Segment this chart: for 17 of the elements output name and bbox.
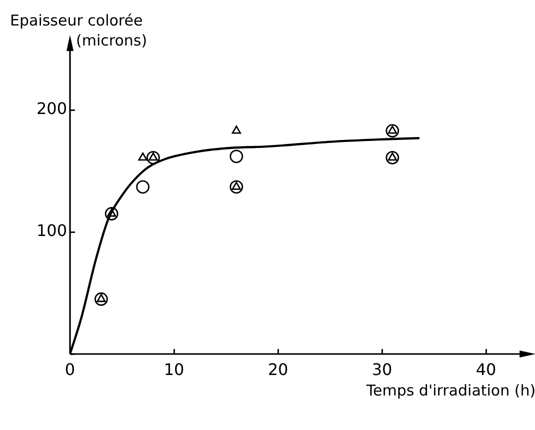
point <box>138 152 148 161</box>
point <box>230 150 244 164</box>
x-axis-title: Temps d'irradiation (h) <box>365 381 535 400</box>
x-tick-label: 30 <box>372 360 392 379</box>
y-tick-label: 100 <box>36 221 67 240</box>
point <box>230 180 244 194</box>
point <box>94 292 108 306</box>
x-tick-label: 20 <box>268 360 288 379</box>
point <box>232 126 241 134</box>
x-tick-label: 40 <box>476 360 496 379</box>
point <box>104 207 118 220</box>
point <box>386 124 400 138</box>
point <box>136 180 150 194</box>
x-tick-label: 0 <box>64 360 76 379</box>
y-axis-title: Epaisseur colorée (microns) <box>10 11 148 50</box>
x-tick-label: 10 <box>164 360 184 379</box>
y-tick-label: 200 <box>36 99 67 118</box>
